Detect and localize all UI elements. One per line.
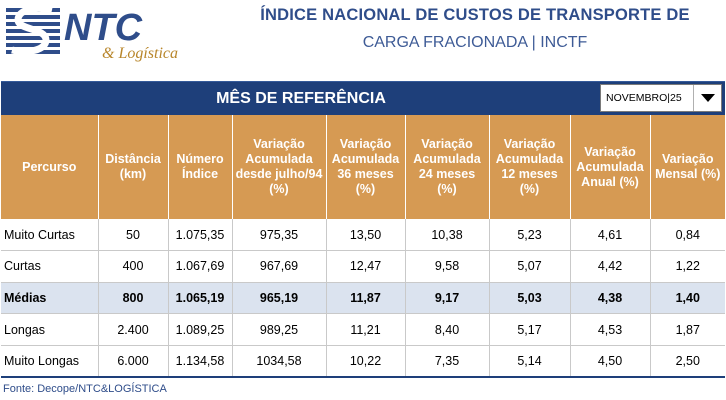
- cell-percurso: Muito Curtas: [1, 219, 99, 252]
- cell-var-24-meses: 9,17: [405, 282, 490, 315]
- column-header-var-12-meses: Variação Acumulada 12 meses (%): [489, 115, 571, 219]
- cell-numero-indice: 1.067,69: [168, 250, 233, 283]
- cell-var-36-meses: 10,22: [326, 345, 406, 378]
- cell-var-mensal: 1,87: [650, 313, 725, 346]
- cell-var-24-meses: 8,40: [405, 313, 490, 346]
- cell-var-anual: 4,50: [570, 345, 651, 378]
- cell-var-anual: 4,38: [570, 282, 651, 315]
- cell-var-desde-julho94: 967,69: [232, 250, 327, 283]
- cell-percurso: Médias: [1, 282, 99, 315]
- cell-var-12-meses: 5,03: [489, 282, 571, 315]
- column-header-var-anual: Variação Acumulada Anual (%): [570, 115, 651, 219]
- table-row-highlighted: Médias 800 1.065,19 965,19 11,87 9,17 5,…: [1, 282, 725, 315]
- source-note: Fonte: Decope/NTC&LOGÍSTICA: [3, 383, 167, 395]
- column-header-var-36-meses: Variação Acumulada 36 meses (%): [326, 115, 406, 219]
- cell-var-12-meses: 5,14: [489, 345, 571, 378]
- column-header-distancia: Distância (km): [98, 115, 169, 219]
- cell-var-24-meses: 10,38: [405, 219, 490, 252]
- table-row: Curtas 400 1.067,69 967,69 12,47 9,58 5,…: [1, 250, 725, 283]
- ntc-logo: NTC & Logística: [6, 4, 178, 62]
- cell-var-desde-julho94: 965,19: [232, 282, 327, 315]
- column-header-percurso: Percurso: [1, 115, 99, 219]
- column-header-var-24-meses: Variação Acumulada 24 meses (%): [405, 115, 490, 219]
- table-row: Muito Curtas 50 1.075,35 975,35 13,50 10…: [1, 219, 725, 252]
- page-subtitle: CARGA FRACIONADA | INCTF: [362, 34, 588, 51]
- cell-var-anual: 4,42: [570, 250, 651, 283]
- month-select-value: NOVEMBRO|25: [606, 92, 682, 104]
- cell-var-12-meses: 5,07: [489, 250, 571, 283]
- table-row: Muito Longas 6.000 1.134,58 1034,58 10,2…: [1, 345, 725, 378]
- chevron-down-icon: [701, 94, 715, 102]
- cell-distancia: 800: [98, 282, 169, 315]
- cell-var-anual: 4,61: [570, 219, 651, 252]
- cell-var-12-meses: 5,23: [489, 219, 571, 252]
- cell-var-mensal: 1,22: [650, 250, 725, 283]
- cell-numero-indice: 1.089,25: [168, 313, 233, 346]
- cell-var-anual: 4,53: [570, 313, 651, 346]
- month-select-dropdown-button[interactable]: [693, 85, 721, 111]
- cell-var-mensal: 1,40: [650, 282, 725, 315]
- cell-var-desde-julho94: 1034,58: [232, 345, 327, 378]
- cell-distancia: 6.000: [98, 345, 169, 378]
- cell-var-24-meses: 9,58: [405, 250, 490, 283]
- month-select[interactable]: NOVEMBRO|25: [600, 84, 722, 112]
- cell-numero-indice: 1.065,19: [168, 282, 233, 315]
- reference-month-label: MÊS DE REFERÊNCIA: [216, 90, 386, 107]
- cell-var-36-meses: 13,50: [326, 219, 406, 252]
- cell-var-mensal: 2,50: [650, 345, 725, 378]
- cell-var-36-meses: 12,47: [326, 250, 406, 283]
- inctf-table: Percurso Distância (km) Número Índice Va…: [1, 115, 725, 378]
- column-header-var-desde-julho94: Variação Acumulada desde julho/94 (%): [232, 115, 327, 219]
- cell-var-12-meses: 5,17: [489, 313, 571, 346]
- cell-distancia: 2.400: [98, 313, 169, 346]
- cell-distancia: 400: [98, 250, 169, 283]
- cell-distancia: 50: [98, 219, 169, 252]
- logo-text: NTC: [64, 7, 143, 49]
- cell-var-36-meses: 11,21: [326, 313, 406, 346]
- column-header-numero-indice: Número Índice: [168, 115, 233, 219]
- cell-var-24-meses: 7,35: [405, 345, 490, 378]
- logo-emblem-icon: [6, 4, 60, 56]
- cell-percurso: Curtas: [1, 250, 99, 283]
- table-header-row: Percurso Distância (km) Número Índice Va…: [1, 115, 725, 219]
- cell-var-desde-julho94: 989,25: [232, 313, 327, 346]
- cell-var-mensal: 0,84: [650, 219, 725, 252]
- column-header-var-mensal: Variação Mensal (%): [650, 115, 725, 219]
- cell-percurso: Muito Longas: [1, 345, 99, 378]
- cell-var-36-meses: 11,87: [326, 282, 406, 315]
- cell-numero-indice: 1.075,35: [168, 219, 233, 252]
- cell-percurso: Longas: [1, 313, 99, 346]
- cell-var-desde-julho94: 975,35: [232, 219, 327, 252]
- table-row: Longas 2.400 1.089,25 989,25 11,21 8,40 …: [1, 313, 725, 346]
- cell-numero-indice: 1.134,58: [168, 345, 233, 378]
- logo-subtext: & Logística: [102, 45, 178, 62]
- page-title: ÍNDICE NACIONAL DE CUSTOS DE TRANSPORTE …: [260, 6, 690, 24]
